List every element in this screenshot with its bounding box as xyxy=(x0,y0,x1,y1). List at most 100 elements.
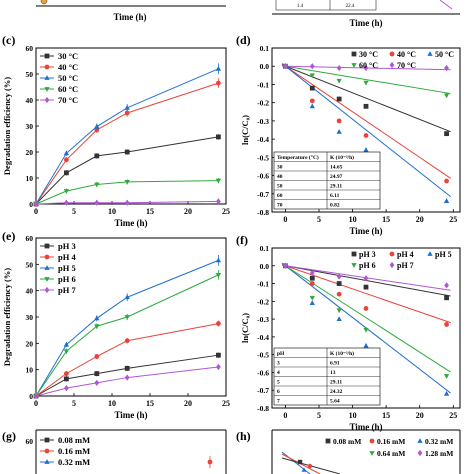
y-tick-label: -0.1 xyxy=(257,280,269,289)
legend-marker xyxy=(44,64,50,70)
y-tick-label: 30 xyxy=(26,122,34,131)
data-point xyxy=(94,379,100,386)
table-header: K (10⁻³/h) xyxy=(330,350,354,357)
x-tick-label: 25 xyxy=(222,399,230,408)
data-point xyxy=(336,281,342,286)
table-cell: 6.91 xyxy=(330,361,340,367)
y-tick-label: -0.1 xyxy=(257,80,269,89)
data-point xyxy=(207,459,213,465)
legend-marker xyxy=(351,63,357,68)
legend-label: pH 3 xyxy=(58,241,76,251)
y-tick-label: 10 xyxy=(26,366,34,375)
plot-frame xyxy=(271,247,461,409)
data-point xyxy=(124,199,130,206)
data-point xyxy=(94,182,100,188)
data-point xyxy=(443,198,450,203)
y-tick-label: 0 xyxy=(29,200,33,209)
table-cell: 30 xyxy=(277,165,283,171)
x-tick-label: 5 xyxy=(72,207,76,216)
data-point xyxy=(64,371,69,377)
legend-marker xyxy=(325,438,331,444)
legend-marker xyxy=(44,286,50,294)
legend-marker xyxy=(44,243,50,249)
legend-marker xyxy=(44,96,50,104)
data-point xyxy=(336,128,342,134)
data-point xyxy=(124,338,130,344)
data-point xyxy=(363,80,369,86)
data-point xyxy=(216,134,221,140)
table-header: Temperature (°C) xyxy=(277,154,319,161)
data-point xyxy=(216,352,221,358)
top-right-table-val-1: 1.4 xyxy=(297,4,304,9)
x-tick-label: 25 xyxy=(449,411,457,420)
x-tick-label: 5 xyxy=(317,215,321,224)
x-tick-label: 0 xyxy=(283,215,287,224)
legend-marker xyxy=(427,51,433,56)
data-point xyxy=(215,178,222,184)
y-tick-label: 20 xyxy=(26,339,34,348)
legend-marker xyxy=(351,251,357,257)
data-point xyxy=(94,371,100,377)
legend-label: 50 °C xyxy=(58,73,78,83)
data-point xyxy=(309,300,315,306)
data-point xyxy=(124,149,130,155)
data-point xyxy=(124,315,130,320)
data-point xyxy=(63,189,70,194)
data-point xyxy=(64,170,69,176)
y-tick-label: 10 xyxy=(26,174,34,183)
y-tick-label: -0.5 xyxy=(257,351,269,360)
legend-marker xyxy=(44,459,50,464)
data-point xyxy=(307,463,313,469)
data-point xyxy=(94,324,100,330)
x-tick-label: 20 xyxy=(416,411,424,420)
data-point xyxy=(94,199,100,206)
data-point xyxy=(363,306,369,311)
data-point xyxy=(363,327,369,333)
x-axis-label: Time (h) xyxy=(349,226,382,236)
data-point xyxy=(309,85,315,91)
legend-marker xyxy=(417,449,423,457)
x-tick-label: 20 xyxy=(416,215,424,224)
panel-c: (c) 0 5 10 15 20 25 0 10 20 30 40 50 60 Time (h) Degrad… xyxy=(2,33,230,228)
table-cell: 4 xyxy=(277,370,280,376)
data-point xyxy=(444,282,449,289)
data-point xyxy=(124,179,130,185)
legend-marker xyxy=(389,61,395,69)
legend-marker xyxy=(44,75,50,80)
data-point xyxy=(63,150,70,156)
data-point xyxy=(94,127,100,133)
data-point xyxy=(443,390,450,396)
y-tick-label: -0.4 xyxy=(257,333,269,342)
x-tick-label: 15 xyxy=(146,399,154,408)
y-tick-label: -0.3 xyxy=(257,117,269,126)
panel-label: (f) xyxy=(236,233,248,247)
data-point xyxy=(336,96,342,102)
y-tick-label: -0.2 xyxy=(257,99,269,108)
table-cell: 0.82 xyxy=(330,203,340,209)
data-point xyxy=(309,269,315,277)
fit-line xyxy=(281,63,451,179)
x-tick-label: 0 xyxy=(283,411,287,420)
x-tick-label: 5 xyxy=(317,411,321,420)
legend-marker xyxy=(369,438,375,444)
legend-marker xyxy=(369,451,375,456)
data-point xyxy=(94,123,100,129)
panel-label: (d) xyxy=(236,33,251,47)
series-line xyxy=(35,323,219,397)
y-tick-label: 20 xyxy=(26,148,34,157)
fit-line xyxy=(281,65,451,95)
legend-marker xyxy=(389,261,395,269)
table-cell: 29.11 xyxy=(330,380,342,386)
x-axis-label: Time (h) xyxy=(114,218,147,228)
data-point xyxy=(124,365,130,371)
legend-label: 70 °C xyxy=(397,61,416,70)
fit-line xyxy=(281,64,451,133)
series-line xyxy=(35,136,219,205)
table-cell: 6.11 xyxy=(330,193,340,199)
data-point xyxy=(336,78,342,84)
panel-label: (g) xyxy=(2,429,16,443)
data-point xyxy=(309,63,315,70)
data-point xyxy=(444,64,449,72)
table-cell: 70 xyxy=(277,203,283,209)
